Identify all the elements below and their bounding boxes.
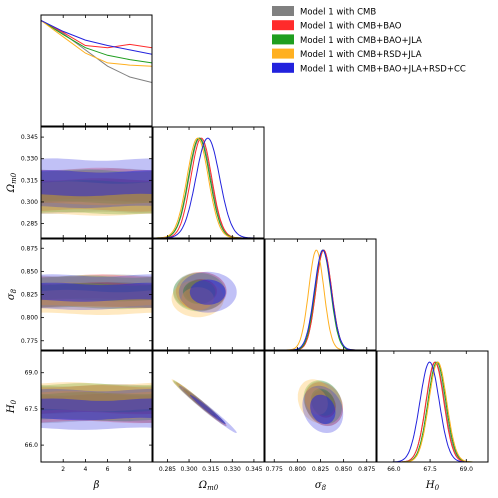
panel-h0-s8: [264, 350, 377, 463]
marginal-line-om-0: [153, 137, 264, 238]
y-tick-label-om: 0.330: [21, 156, 38, 163]
y-tick-label-h0: 67.5: [25, 406, 39, 413]
panel-frame: [152, 238, 265, 351]
y-tick-label-h0: 69.0: [25, 370, 39, 377]
y-tick-label-om: 0.285: [21, 221, 38, 228]
panel-s8-beta: [40, 238, 153, 351]
y-tick-label-s8: 0.825: [21, 292, 38, 299]
x-tick-label-s8: 0.825: [312, 466, 329, 473]
x-tick-label-s8: 0.850: [335, 466, 352, 473]
band-h0-4-1sigma: [41, 398, 152, 421]
x-tick-label-om: 0.300: [180, 466, 197, 473]
legend-label: Model 1 with CMB+RSD+JLA: [300, 50, 422, 60]
legend-label: Model 1 with CMB: [300, 8, 376, 18]
marginal-line-h0-3: [377, 361, 488, 462]
panel-h0-om: [152, 350, 265, 463]
marginal-line-om-1: [153, 137, 264, 238]
y-axis-label-h0: H0: [6, 399, 18, 414]
x-tick-label-s8: 0.775: [266, 466, 283, 473]
panel-h0-h0: [376, 350, 489, 463]
y-axis-label-om: Ωm0: [6, 172, 18, 193]
legend-label: Model 1 with CMB+BAO+JLA+RSD+CC: [300, 64, 466, 74]
panel-om-om: [152, 126, 265, 239]
marginal-line-s8-4: [265, 249, 376, 350]
x-tick-label-h0: 69.0: [460, 466, 474, 473]
x-tick-label-om: 0.330: [224, 466, 241, 473]
marginal-line-beta-1: [41, 20, 152, 49]
y-tick-label-om: 0.345: [21, 134, 38, 141]
panel-frame: [152, 126, 265, 239]
y-tick-label-s8: 0.800: [21, 315, 38, 322]
contour-s8-h0-4-1sigma: [310, 394, 336, 425]
marginal-line-beta-3: [41, 20, 152, 67]
y-axis-label-s8: σ8: [6, 288, 18, 300]
marginal-line-beta-4: [41, 20, 152, 55]
x-tick-label-om: 0.345: [245, 466, 262, 473]
marginal-line-om-3: [153, 137, 264, 238]
legend-swatch: [272, 6, 294, 16]
marginal-line-s8-1: [265, 249, 376, 350]
x-axis-label-s8: σ8: [315, 480, 327, 492]
panel-frame: [40, 350, 153, 463]
x-tick-label-om: 0.315: [202, 466, 219, 473]
y-tick-label-s8: 0.875: [21, 245, 38, 252]
x-axis-label-beta: β: [93, 480, 100, 491]
marginal-line-s8-3: [265, 249, 376, 350]
x-tick-label-om: 0.285: [159, 466, 176, 473]
y-tick-label-h0: 66.0: [25, 442, 39, 449]
band-om-4-1sigma: [41, 170, 152, 197]
panel-frame: [40, 14, 153, 127]
panel-s8-s8: [264, 238, 377, 351]
x-tick-label-beta: 6: [106, 466, 110, 473]
legend-label: Model 1 with CMB+BAO: [300, 22, 402, 32]
x-tick-label-h0: 66.0: [387, 466, 401, 473]
marginal-line-beta-2: [41, 20, 152, 64]
legend-swatch: [272, 20, 294, 31]
legend: Model 1 with CMB Model 1 with CMB+BAO Mode…: [272, 6, 466, 74]
legend-label: Model 1 with CMB+BAO+JLA: [300, 36, 422, 46]
legend-swatch: [272, 34, 294, 45]
contour-om-h0-4-1sigma: [189, 394, 226, 425]
panel-frame: [376, 350, 489, 463]
marginal-line-om-4: [153, 137, 264, 238]
legend-swatch: [272, 48, 294, 59]
band-s8-4-1sigma: [41, 282, 152, 302]
panel-beta-beta: [40, 14, 153, 127]
contour-om-s8-4-1sigma: [189, 279, 226, 305]
x-tick-label-s8: 0.800: [289, 466, 306, 473]
panel-h0-beta: [40, 350, 153, 463]
y-tick-label-s8: 0.850: [21, 268, 38, 275]
panel-s8-om: [152, 238, 265, 351]
panel-om-beta: [40, 126, 153, 239]
x-tick-label-beta: 4: [83, 466, 87, 473]
y-tick-label-om: 0.315: [21, 177, 38, 184]
x-tick-label-h0: 67.5: [423, 466, 437, 473]
x-axis-label-h0: H0: [425, 480, 440, 492]
x-tick-label-beta: 2: [61, 466, 65, 473]
y-tick-label-s8: 0.775: [21, 338, 38, 345]
x-axis-label-om: Ωm0: [198, 480, 219, 492]
y-tick-label-om: 0.300: [21, 199, 38, 206]
panel-frame: [40, 126, 153, 239]
panel-frame: [152, 350, 265, 463]
x-tick-label-beta: 8: [128, 466, 132, 473]
legend-swatch: [272, 62, 294, 73]
x-tick-label-s8: 0.875: [358, 466, 375, 473]
marginal-line-om-2: [153, 137, 264, 238]
